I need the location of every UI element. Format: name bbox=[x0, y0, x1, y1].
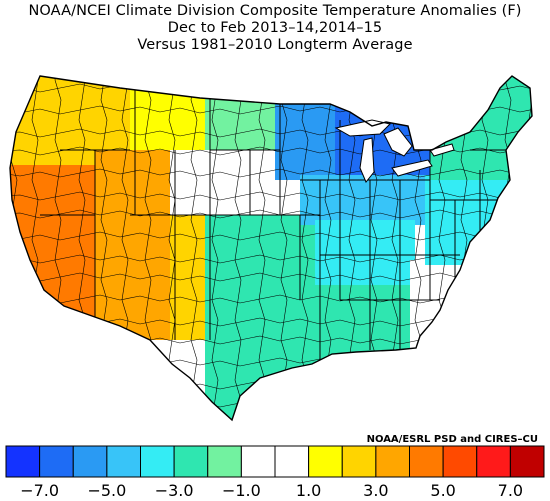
legend-swatch bbox=[442, 445, 478, 478]
region-northern-plains bbox=[205, 76, 280, 150]
legend-swatch bbox=[72, 445, 108, 478]
legend-label: −3.0 bbox=[154, 481, 194, 500]
region-ohio-valley bbox=[300, 175, 430, 225]
data-credit: NOAA/ESRL PSD and CIRES–CU bbox=[366, 434, 538, 445]
legend-label: 1.0 bbox=[295, 481, 322, 500]
legend-label: −7.0 bbox=[20, 481, 60, 500]
legend-swatch bbox=[5, 445, 41, 478]
legend-swatch bbox=[308, 445, 343, 478]
legend-label: −1.0 bbox=[221, 481, 261, 500]
legend-label: 5.0 bbox=[430, 481, 456, 500]
map-title: NOAA/NCEI Climate Division Composite Tem… bbox=[0, 3, 550, 54]
region-southern-rockies bbox=[170, 215, 210, 340]
legend-swatch bbox=[39, 445, 74, 478]
legend-swatch bbox=[173, 445, 209, 478]
legend-label: −5.0 bbox=[87, 481, 127, 500]
legend-label: 3.0 bbox=[363, 481, 389, 500]
legend-swatch bbox=[106, 445, 141, 478]
region-northern-rockies bbox=[130, 76, 210, 150]
title-line-1: NOAA/NCEI Climate Division Composite Tem… bbox=[28, 3, 522, 19]
legend-swatch bbox=[409, 445, 444, 478]
title-line-2: Dec to Feb 2013–14,2014–15 bbox=[167, 20, 383, 36]
region-florida bbox=[430, 345, 500, 420]
legend-swatch bbox=[140, 445, 175, 478]
great-lakes-water bbox=[334, 119, 455, 183]
state-borders bbox=[40, 90, 520, 360]
legend-swatch bbox=[341, 445, 377, 478]
legend-swatch bbox=[476, 445, 511, 478]
legend-swatch bbox=[207, 445, 242, 478]
legend-label: 7.0 bbox=[497, 481, 524, 500]
us-anomaly-map bbox=[9, 75, 533, 421]
region-upper-midwest bbox=[275, 76, 340, 180]
legend-swatch bbox=[274, 445, 310, 478]
region-new-england bbox=[430, 76, 532, 180]
title-line-3: Versus 1981–2010 Longterm Average bbox=[137, 37, 413, 53]
legend-swatch bbox=[240, 445, 276, 478]
region-southern-plains bbox=[205, 215, 320, 420]
legend-swatch bbox=[509, 445, 545, 478]
region-mid-atlantic bbox=[425, 175, 515, 265]
color-legend bbox=[5, 445, 545, 478]
legend-swatch bbox=[375, 445, 410, 478]
region-california-great-basin bbox=[10, 165, 100, 335]
